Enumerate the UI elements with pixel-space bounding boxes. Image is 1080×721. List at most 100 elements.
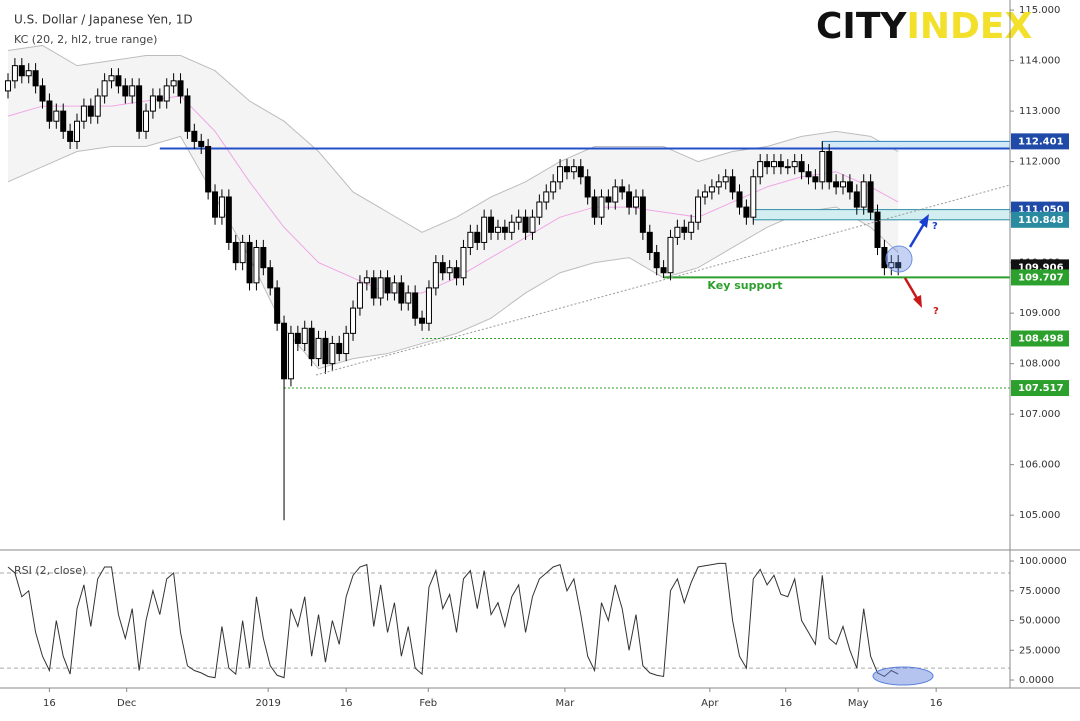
candle-body [308, 327, 315, 360]
y-tick-label: 114.000 [1019, 56, 1060, 67]
price-label-box [1011, 269, 1069, 286]
candle-body [557, 166, 564, 183]
candle-body [681, 226, 688, 233]
candle-body [391, 282, 398, 294]
candle-body [467, 231, 474, 248]
candle-body [398, 282, 405, 304]
question-mark: ? [932, 221, 938, 232]
candle-body [412, 292, 419, 319]
candle-body [764, 161, 771, 168]
candle-body [446, 267, 453, 274]
candle-body [336, 342, 343, 355]
candle-body [432, 262, 439, 289]
candle-body [425, 287, 432, 324]
zone [752, 209, 1011, 221]
candle-body [184, 95, 191, 132]
candle-body [867, 181, 874, 213]
x-tick-label: Mar [555, 698, 575, 709]
candle-body [439, 262, 446, 274]
candle-body [550, 181, 557, 193]
key-support-label: Key support [707, 279, 782, 292]
candle-body [74, 120, 81, 142]
candle-body [584, 176, 591, 198]
candle-body [501, 226, 508, 233]
candle-body [246, 241, 253, 284]
logo: CITYINDEX [816, 6, 1032, 47]
candle-body [605, 196, 612, 203]
candle-body [315, 337, 322, 360]
rsi-label: RSI (2, close) [14, 564, 86, 577]
x-tick-label: 2019 [255, 698, 280, 709]
rsi-tick-label: 25.0000 [1019, 645, 1060, 656]
price-label: 111.050 [1018, 205, 1064, 216]
candle-body [177, 80, 184, 97]
candle-body [143, 110, 150, 132]
candle-body [294, 332, 301, 344]
candle-body [791, 161, 798, 168]
candle-body [149, 95, 156, 112]
candle-body [770, 161, 777, 168]
candle-body [833, 181, 840, 188]
candle-body [322, 337, 329, 365]
candle-body [826, 151, 833, 183]
candle-body [715, 181, 722, 188]
candle-body [543, 191, 550, 203]
candle-body [53, 110, 60, 122]
candle-body [646, 231, 653, 254]
candle-body [267, 267, 274, 289]
price-label-box [1011, 330, 1069, 347]
x-tick-label: 16 [779, 698, 792, 709]
candle-body [32, 70, 39, 87]
x-tick-label: 16 [43, 698, 56, 709]
candle-body [11, 65, 18, 82]
candle-body [370, 277, 377, 299]
candle-body [881, 246, 888, 269]
candle-body [80, 105, 87, 122]
candle-body [805, 171, 812, 178]
candle-body [405, 292, 412, 304]
candle-body [750, 176, 757, 218]
down-arrow [903, 277, 920, 301]
down-arrow-head [913, 295, 922, 308]
candle-body [494, 226, 501, 233]
price-label: 108.498 [1018, 333, 1064, 344]
candle-body [87, 105, 94, 117]
candle-body [101, 80, 108, 97]
candle-body [198, 140, 205, 147]
candle-body [563, 166, 570, 173]
candle-body [708, 186, 715, 193]
candle-body [191, 130, 198, 142]
y-tick-label: 109.000 [1019, 308, 1060, 319]
x-tick-label: Feb [419, 698, 437, 709]
rsi-tick-label: 50.0000 [1019, 616, 1060, 627]
candle-body [301, 327, 308, 344]
rsi-line [7, 562, 899, 679]
candle-body [722, 176, 729, 183]
x-tick-label: May [848, 698, 869, 709]
candle-body [667, 236, 674, 274]
candle-body [653, 252, 660, 269]
candle-body [274, 287, 281, 324]
price-label: 110.848 [1018, 215, 1064, 226]
candle-body [453, 267, 460, 279]
candle-body [329, 342, 336, 365]
candle-body [136, 85, 143, 132]
candle-body [18, 65, 25, 77]
candle-body [508, 221, 515, 233]
price-label: 109.707 [1018, 272, 1064, 283]
candle-body [356, 282, 363, 309]
candle-body [695, 196, 702, 223]
rsi-tick-label: 75.0000 [1019, 586, 1060, 597]
x-tick-label: 16 [930, 698, 943, 709]
x-tick-label: Apr [701, 698, 719, 709]
candle-body [853, 191, 860, 208]
candle-body [115, 75, 122, 87]
candle-body [377, 277, 384, 299]
candle-body [729, 176, 736, 193]
logo-first: CITY [816, 6, 907, 47]
candle-body [619, 186, 626, 193]
y-tick-label: 107.000 [1019, 409, 1060, 420]
question-mark: ? [933, 306, 939, 317]
candle-body [67, 130, 74, 142]
candle-body [515, 216, 522, 223]
